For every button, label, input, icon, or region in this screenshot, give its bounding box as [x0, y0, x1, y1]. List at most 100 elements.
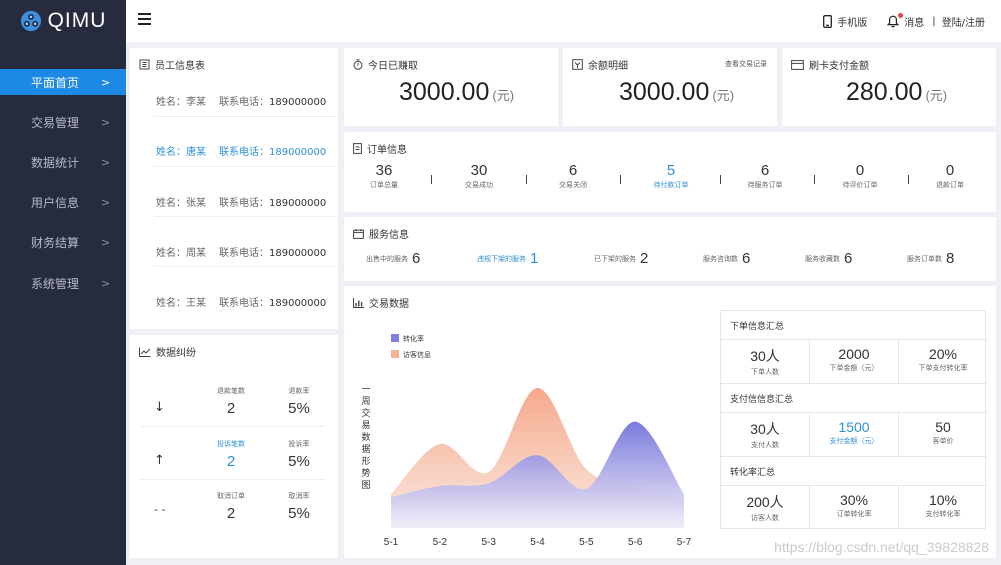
legend-label: 转化率: [403, 334, 424, 343]
stat-value: 5: [666, 162, 676, 179]
summary-cell: 20% 下单支付转化率: [899, 346, 987, 373]
summary-cell: 30人 支付人数: [721, 419, 809, 450]
rate-label: 退款率: [288, 387, 310, 395]
service-stat-violation[interactable]: 违规下架的服务 1: [477, 250, 538, 267]
row-divider: [140, 426, 325, 427]
summary-label: 订单转化率: [836, 510, 872, 518]
sidebar-item-system[interactable]: 系统管理 >: [0, 270, 126, 296]
table-line: [721, 383, 987, 384]
employee-row[interactable]: 姓名：张某 联系电话：189000000: [156, 194, 326, 209]
summary-cell: 200人 访客人数: [721, 492, 809, 523]
view-transactions-link[interactable]: 查看交易记录: [725, 60, 767, 68]
chevron-right-icon: >: [101, 235, 111, 249]
stat-value: 6: [760, 162, 770, 179]
phone-label: 联系电话：: [219, 97, 269, 108]
summary-label: 客单价: [932, 437, 954, 445]
rate-value: 5%: [288, 400, 310, 417]
summary-label: 访客人数: [751, 514, 779, 522]
count-label: 投诉笔数: [217, 440, 245, 448]
x-tick-label: 5-4: [530, 537, 545, 548]
card-payment-card: 刷卡支付金额 280.00 (元): [782, 48, 996, 126]
order-stat-closed[interactable]: 6 交易关闭: [538, 162, 608, 190]
card-title-text: 刷卡支付金额: [809, 61, 869, 72]
legend-swatch: [391, 334, 399, 342]
stat-value: 6: [412, 250, 421, 267]
rate-label: 取消率: [288, 492, 310, 500]
arrow-up-icon: ↑: [154, 453, 165, 468]
service-stat-inquiries[interactable]: 服务咨询数 6: [703, 250, 750, 267]
summary-cell[interactable]: 1500 支付金额（元）: [810, 419, 898, 446]
header-actions: 手机版 消息 | 登陆/注册: [803, 0, 985, 42]
stat-label: 交易成功: [465, 181, 493, 189]
employee-name: 姓名：张某: [156, 198, 206, 209]
mobile-version-link[interactable]: 手机版: [823, 14, 867, 29]
order-stat-unpaid[interactable]: 5 待付款订单: [636, 162, 706, 190]
table-line: [898, 339, 899, 383]
stat-label: 待付款订单: [653, 181, 689, 189]
stat-separator: [908, 175, 909, 184]
stat-value: 6: [568, 162, 578, 179]
chevron-right-icon: >: [101, 115, 111, 129]
order-info-panel: 订单信息 36 订单总量 30 交易成功 6 交易关闭 5 待付款订单 6 待服务订单 0…: [344, 132, 996, 212]
rate-label: 投诉率: [288, 440, 310, 448]
sidebar-item-statistics[interactable]: 数据统计 >: [0, 149, 126, 175]
card-title: 余额明细: [572, 57, 628, 72]
trade-data-panel: 交易数据 转化率 访客信息 5-1 5-2 5-3 5-4 5-5 5-6 5-7 一周交易数…: [344, 286, 996, 558]
sidebar-item-transactions[interactable]: 交易管理 >: [0, 109, 126, 135]
summary-value: 50: [935, 419, 951, 435]
table-line: [721, 412, 987, 413]
summary-section-title: 支付信信息汇总: [730, 395, 794, 405]
employee-phone: 189000000: [269, 147, 327, 158]
stopwatch-icon: [353, 59, 363, 70]
order-stat-pending-service[interactable]: 6 待服务订单: [730, 162, 800, 190]
dispute-row-complaint: ↑ 投诉笔数 2 投诉率 5%: [130, 433, 338, 485]
wallet-icon: [572, 59, 583, 70]
stat-value: 36: [375, 162, 393, 179]
employee-name: 姓名：王某: [156, 298, 206, 309]
panel-title-text: 订单信息: [367, 145, 407, 156]
sidebar-item-users[interactable]: 用户信息 >: [0, 189, 126, 215]
x-tick-label: 5-1: [384, 537, 399, 548]
service-stat-on-sale[interactable]: 出售中的服务 6: [366, 250, 420, 267]
summary-value: 30%: [839, 492, 869, 508]
stat-label: 订单总量: [370, 181, 398, 189]
order-stat-pending-review[interactable]: 0 待评价订单: [825, 162, 895, 190]
sidebar-item-home[interactable]: 平面首页 >: [0, 69, 126, 95]
employee-row[interactable]: 姓名：王某 联系电话：189000000: [156, 294, 326, 309]
service-stat-offline[interactable]: 已下架的服务 2: [594, 250, 648, 267]
brand-logo[interactable]: QIMU: [0, 0, 126, 42]
sidebar-item-finance[interactable]: 财务结算 >: [0, 229, 126, 255]
service-stat-favorites[interactable]: 服务收藏数 6: [805, 250, 852, 267]
summary-value: 2000: [838, 346, 870, 362]
dispute-count: 退款笔数 2: [206, 386, 256, 417]
order-stat-refund[interactable]: 0 退款订单: [915, 162, 985, 190]
bar-chart-icon: [353, 297, 364, 308]
phone-label: 联系电话：: [219, 298, 269, 309]
x-tick-label: 5-5: [579, 537, 594, 548]
menu-toggle-button[interactable]: [138, 13, 152, 29]
summary-value: 1500: [838, 419, 870, 435]
table-line: [809, 485, 810, 529]
order-stat-success[interactable]: 30 交易成功: [444, 162, 514, 190]
summary-label: 下单人数: [751, 368, 779, 376]
amount: 280.00: [846, 78, 923, 106]
employee-row[interactable]: 姓名：周某 联系电话：189000000: [156, 244, 326, 259]
hamburger-icon: [138, 13, 151, 15]
summary-section-title: 下单信息汇总: [730, 322, 785, 332]
dispute-row-refund: ↓ 退款笔数 2 退款率 5%: [130, 380, 338, 432]
dispute-count[interactable]: 投诉笔数 2: [206, 439, 256, 470]
unit: (元): [492, 88, 515, 103]
rate-value: 5%: [288, 505, 310, 522]
rate-value: 5%: [288, 453, 310, 470]
row-divider: [154, 266, 338, 267]
employee-row[interactable]: 姓名：唐某 联系电话：189000000: [156, 143, 326, 158]
messages-link[interactable]: 消息: [887, 12, 924, 29]
service-stat-orders[interactable]: 服务订单数 8: [907, 250, 954, 267]
employee-row[interactable]: 姓名：李某 联系电话：189000000: [156, 93, 326, 108]
order-stat-total[interactable]: 36 订单总量: [349, 162, 419, 190]
stat-value: 0: [855, 162, 865, 179]
login-register-link[interactable]: 登陆/注册: [941, 17, 985, 29]
legend-swatch: [391, 350, 399, 358]
panel-title-text: 员工信息表: [155, 61, 205, 72]
summary-value: 10%: [928, 492, 958, 508]
